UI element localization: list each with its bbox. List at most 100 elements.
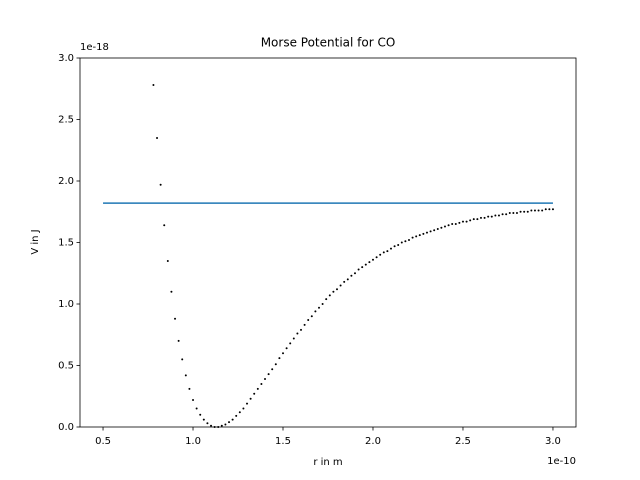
data-point <box>339 284 342 287</box>
data-point <box>389 247 392 250</box>
data-point <box>501 213 504 216</box>
data-point <box>156 136 159 139</box>
y-tick-label: 2.5 <box>58 115 74 126</box>
x-tick-label: 3.0 <box>545 436 561 447</box>
data-point <box>494 214 497 217</box>
data-point <box>238 411 241 414</box>
data-point <box>325 298 328 301</box>
data-point <box>260 382 263 385</box>
y-tick-label: 0.0 <box>58 422 74 433</box>
data-point <box>443 225 446 228</box>
data-point <box>285 347 288 350</box>
data-point <box>515 211 518 214</box>
data-point <box>321 303 324 305</box>
data-point <box>458 221 461 224</box>
data-point <box>544 208 547 211</box>
y-tick-label: 3.0 <box>58 53 74 64</box>
data-point <box>332 290 335 293</box>
data-point <box>188 387 191 390</box>
data-point <box>541 209 544 212</box>
data-point <box>379 253 382 256</box>
data-point <box>350 274 353 277</box>
data-point <box>512 211 515 214</box>
data-point <box>307 318 310 321</box>
data-point <box>505 213 508 216</box>
data-point <box>192 398 195 401</box>
data-point <box>271 368 274 371</box>
data-point <box>310 315 313 318</box>
data-point <box>433 229 436 232</box>
data-point <box>530 209 533 212</box>
data-point <box>303 323 306 326</box>
data-point <box>235 414 238 417</box>
data-point <box>253 392 256 395</box>
data-point <box>447 224 450 227</box>
data-point <box>364 263 367 266</box>
x-tick-label: 2.0 <box>365 436 381 447</box>
x-tick-label: 1.5 <box>275 436 291 447</box>
data-point <box>296 332 299 335</box>
data-point <box>415 235 418 238</box>
data-point <box>411 236 414 239</box>
data-point <box>548 208 551 211</box>
data-point <box>407 239 410 242</box>
data-point <box>177 339 180 342</box>
data-point <box>264 378 267 381</box>
data-point <box>278 357 281 360</box>
data-point <box>346 278 349 281</box>
data-point <box>228 421 231 424</box>
data-point <box>249 397 252 400</box>
data-point <box>361 266 364 269</box>
data-point <box>472 218 475 221</box>
data-point <box>476 218 479 221</box>
data-point <box>166 259 169 262</box>
data-point <box>300 328 303 331</box>
data-point <box>461 220 464 223</box>
data-point <box>368 261 371 264</box>
x-offset-label: 1e-10 <box>547 456 576 467</box>
data-point <box>436 227 439 230</box>
plot-area <box>103 84 554 428</box>
data-point <box>523 210 526 213</box>
data-point <box>393 245 396 248</box>
data-point <box>404 240 407 243</box>
data-point <box>487 215 490 218</box>
data-point <box>400 241 403 244</box>
data-point <box>335 288 338 291</box>
data-point <box>289 342 292 345</box>
data-point <box>292 337 295 340</box>
data-point <box>357 268 360 271</box>
y-offset-label: 1e-18 <box>80 42 109 53</box>
data-point <box>195 407 198 410</box>
data-point <box>267 373 270 376</box>
data-point <box>314 310 317 313</box>
chart-title: Morse Potential for CO <box>261 36 396 50</box>
data-point <box>206 422 209 425</box>
y-axis-label: V in J <box>30 229 41 254</box>
data-point <box>343 280 346 283</box>
data-point <box>246 402 249 405</box>
data-point <box>274 363 277 366</box>
data-point <box>224 423 227 426</box>
data-point <box>318 306 321 309</box>
x-axis-label: r in m <box>313 457 342 468</box>
data-point <box>282 352 285 355</box>
data-point <box>152 84 155 87</box>
data-point <box>451 223 454 226</box>
data-point <box>163 224 166 227</box>
data-point <box>382 251 385 254</box>
data-point <box>371 258 374 261</box>
x-tick-label: 1.0 <box>185 436 201 447</box>
data-point <box>429 230 432 233</box>
data-point <box>242 407 245 410</box>
data-point <box>375 256 378 259</box>
data-point <box>159 183 162 186</box>
data-point <box>425 231 428 234</box>
data-point <box>231 418 234 421</box>
data-point <box>184 374 187 377</box>
data-point <box>465 220 468 223</box>
data-point <box>508 211 511 214</box>
